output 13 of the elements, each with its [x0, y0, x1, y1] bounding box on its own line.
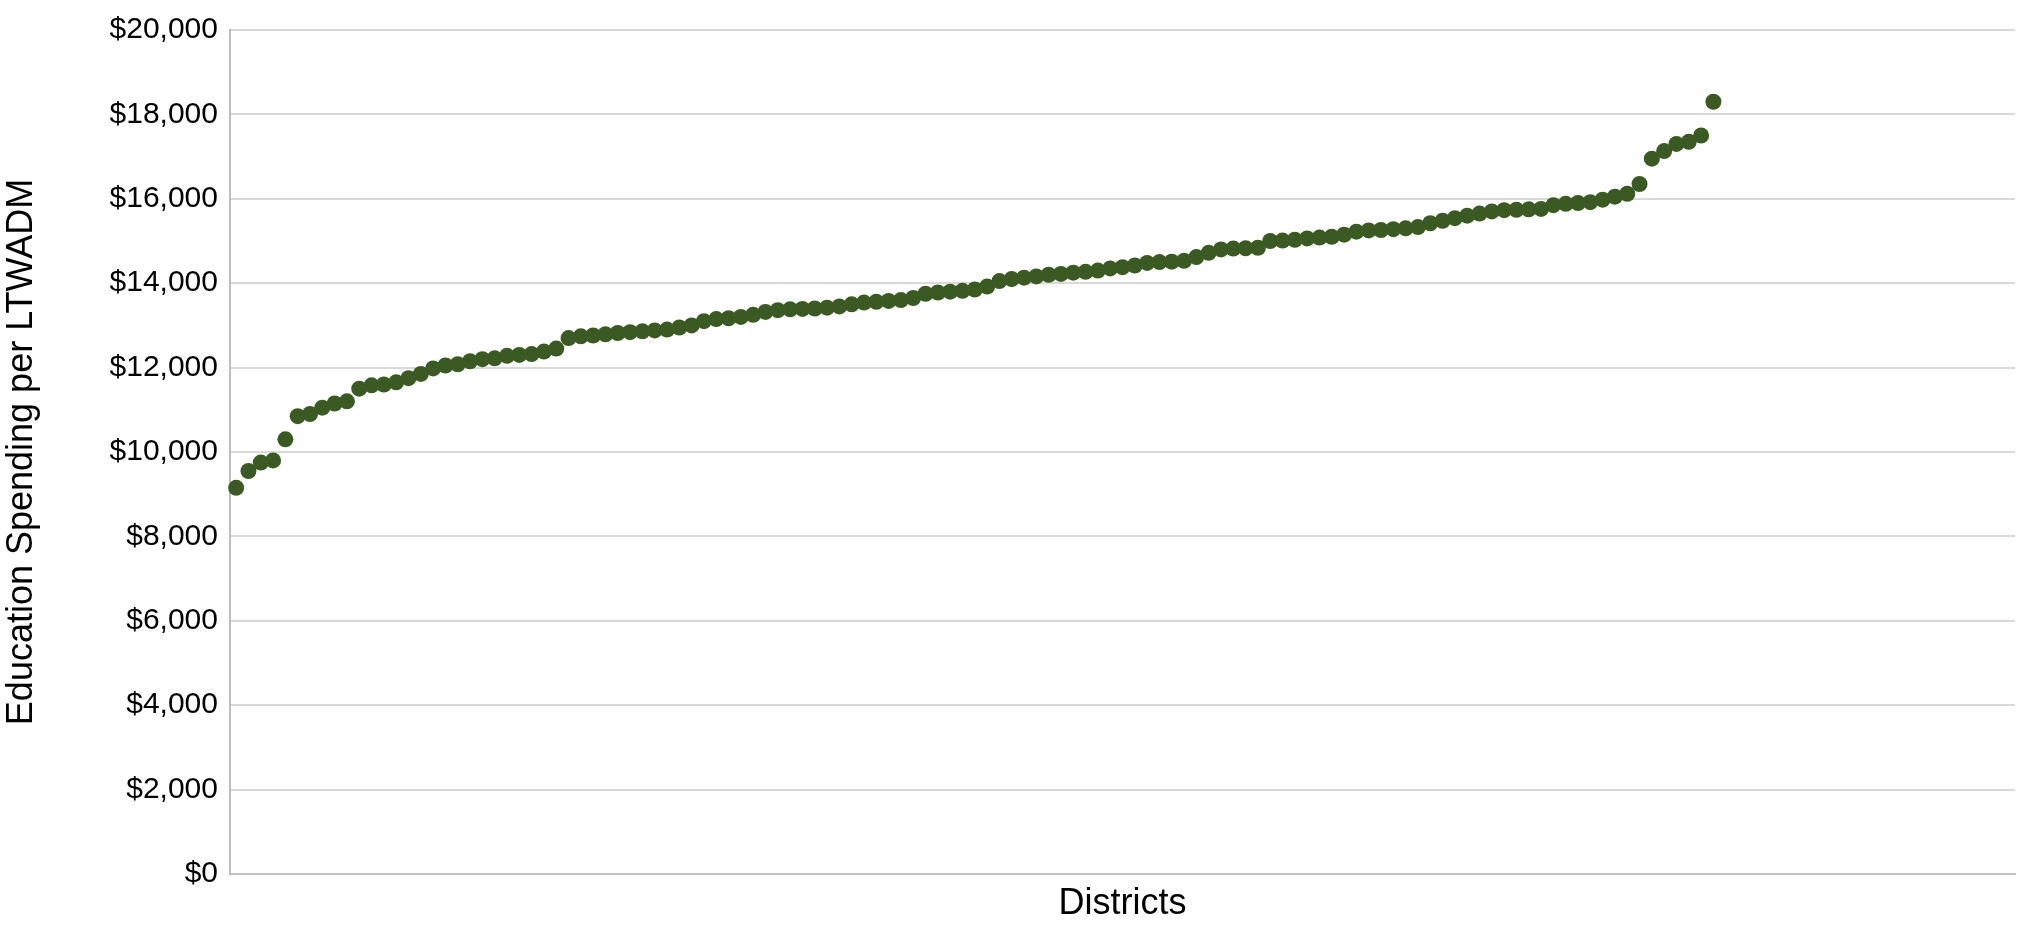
- y-tick-label: $0: [184, 855, 218, 889]
- y-tick-label: $12,000: [109, 348, 218, 382]
- y-tick-label: $4,000: [126, 686, 218, 720]
- y-tick-label: $6,000: [126, 602, 218, 636]
- y-tick-label: $18,000: [109, 95, 218, 129]
- y-tick-label: $20,000: [109, 11, 218, 45]
- x-axis-title: Districts: [1058, 881, 1187, 923]
- y-axis-title: Education Spending per LTWADM: [0, 178, 40, 726]
- y-tick-label: $16,000: [109, 180, 218, 214]
- y-tick-label: $8,000: [126, 517, 218, 551]
- y-tick-label: $2,000: [126, 770, 218, 804]
- y-tick-label: $14,000: [109, 264, 218, 298]
- y-tick-label: $10,000: [109, 433, 218, 467]
